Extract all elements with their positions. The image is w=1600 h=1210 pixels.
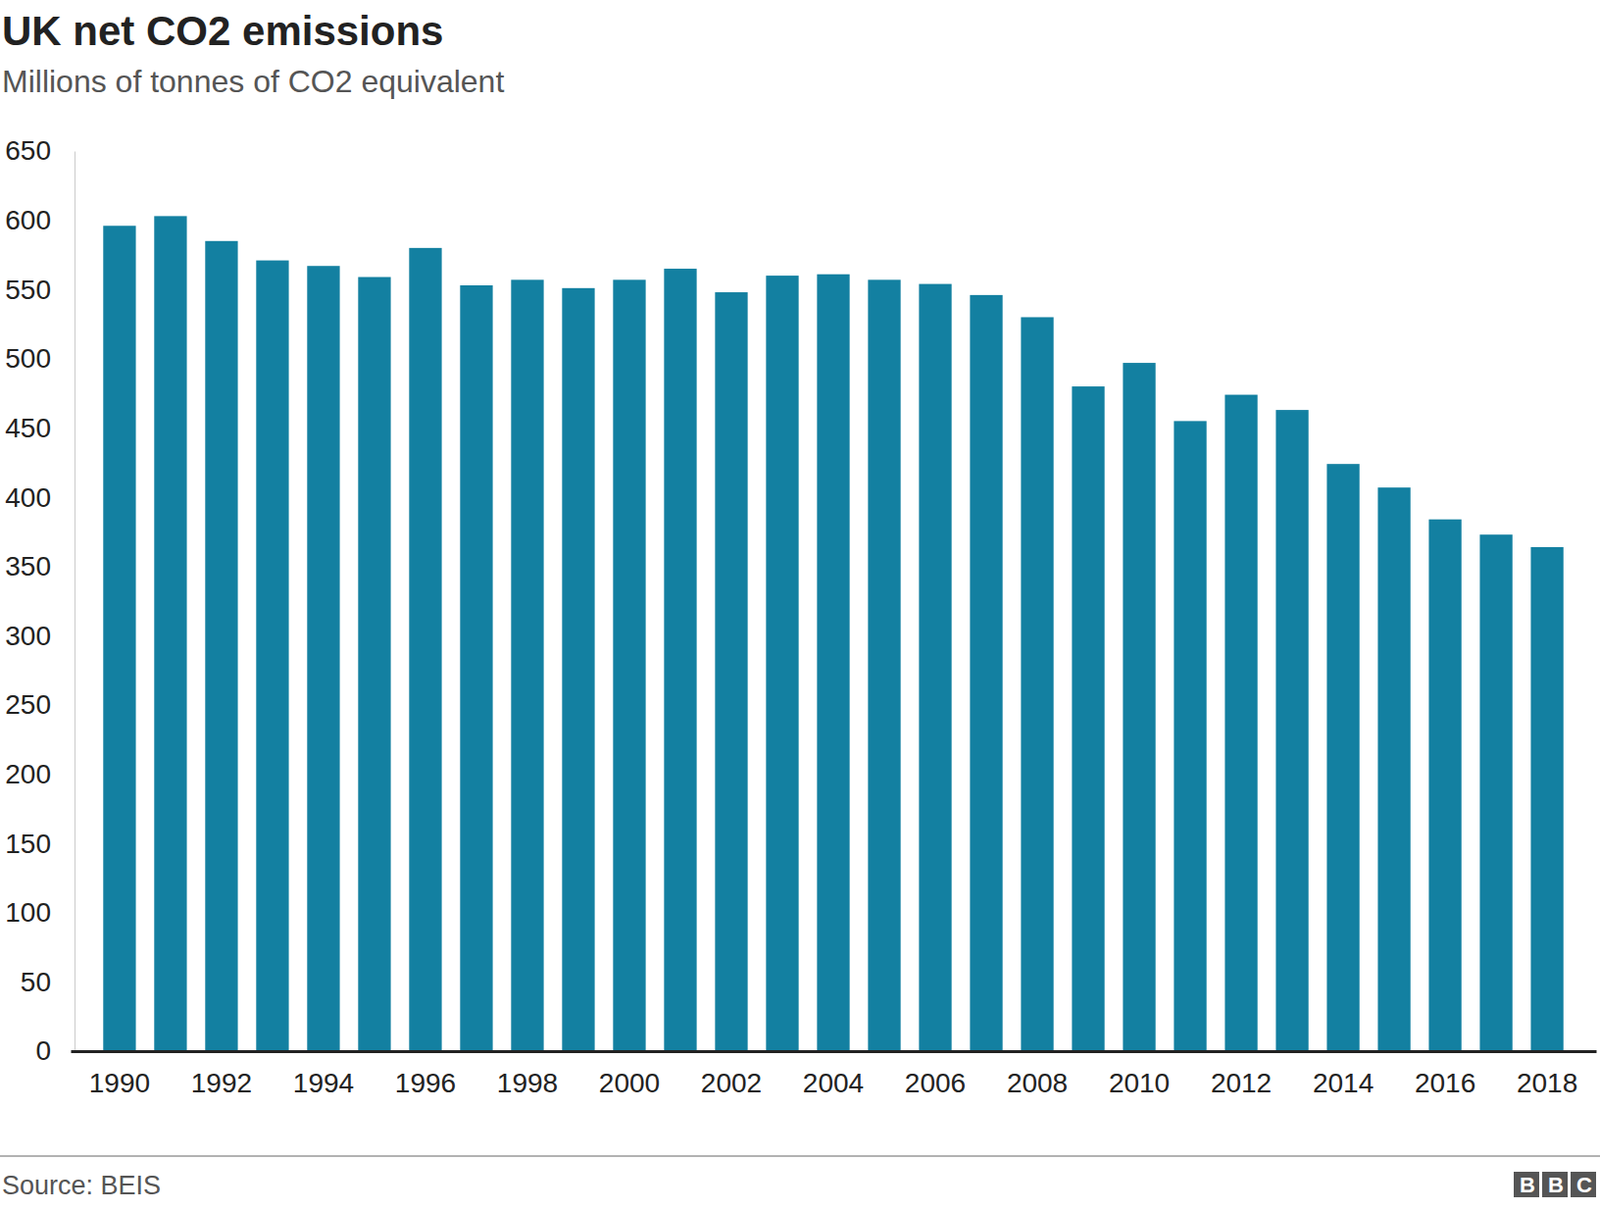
x-tick: 2004 <box>802 1050 864 1099</box>
bars <box>102 215 1563 1051</box>
bar <box>408 248 442 1051</box>
source: Source: BEIS <box>1 1170 161 1200</box>
y-tick-label: 0 <box>35 1035 51 1066</box>
x-tick: 2002 <box>700 1050 762 1099</box>
x-tick-label: 2010 <box>1108 1067 1170 1099</box>
bar <box>1071 386 1104 1051</box>
title: UK net CO2 emissions <box>1 7 444 54</box>
y-tick: 150 <box>4 828 75 859</box>
x-tick-label: 2016 <box>1414 1067 1476 1099</box>
y-axis: 0 50 100 150 200 250 300 350 400 450 500 550 600 650 <box>4 135 75 1066</box>
y-tick-label: 500 <box>4 343 51 374</box>
y-tick-label: 200 <box>4 758 51 790</box>
bar <box>714 292 748 1051</box>
bar <box>969 295 1002 1051</box>
chart: UK net CO2 emissions Millions of tonnes o… <box>0 0 1600 1210</box>
x-tick-label: 1996 <box>395 1067 456 1099</box>
y-tick: 650 <box>4 135 75 166</box>
y-tick-label: 250 <box>4 689 51 720</box>
x-axis-line <box>71 1050 1598 1053</box>
bar <box>561 288 595 1051</box>
x-tick-label: 2008 <box>1006 1067 1068 1099</box>
bar <box>357 277 391 1051</box>
x-tick: 2016 <box>1414 1050 1476 1099</box>
logo: BBC <box>1513 1171 1600 1198</box>
bar <box>867 279 900 1051</box>
bar <box>1020 316 1053 1051</box>
logo-text: BBC <box>1519 1172 1600 1198</box>
bar <box>1326 463 1359 1051</box>
y-tick-label: 100 <box>4 897 51 928</box>
bar <box>204 241 238 1051</box>
bar <box>1173 420 1206 1051</box>
x-tick-label: 2012 <box>1210 1067 1272 1099</box>
bar <box>510 279 544 1051</box>
y-tick-label: 550 <box>4 274 51 305</box>
x-tick: 2018 <box>1516 1050 1578 1099</box>
x-tick-label: 2002 <box>700 1067 762 1099</box>
y-tick: 450 <box>4 412 75 444</box>
bar <box>765 275 799 1051</box>
y-tick: 550 <box>4 274 75 305</box>
y-tick: 0 <box>35 1035 75 1066</box>
x-tick: 1998 <box>497 1050 558 1099</box>
bar <box>1275 409 1308 1051</box>
bar <box>459 285 493 1051</box>
bar <box>1377 487 1410 1051</box>
bar <box>1224 395 1257 1051</box>
bar <box>1479 534 1512 1051</box>
x-tick: 2010 <box>1108 1050 1170 1099</box>
subtitle: Millions of tonnes of CO2 equivalent <box>1 63 504 100</box>
x-tick-label: 1998 <box>497 1067 558 1099</box>
x-tick: 2008 <box>1006 1050 1068 1099</box>
y-tick: 350 <box>4 550 75 582</box>
x-tick: 1996 <box>395 1050 456 1099</box>
x-tick-label: 1994 <box>293 1067 354 1099</box>
y-tick: 250 <box>4 689 75 720</box>
bar <box>663 268 697 1051</box>
bar <box>306 265 340 1051</box>
x-tick: 1992 <box>191 1050 252 1099</box>
y-tick: 300 <box>4 620 75 651</box>
bar <box>612 279 646 1051</box>
bar <box>1122 362 1155 1051</box>
x-tick-label: 2018 <box>1516 1067 1578 1099</box>
y-tick: 500 <box>4 343 75 374</box>
x-tick: 2012 <box>1210 1050 1272 1099</box>
y-tick-label: 650 <box>4 135 51 166</box>
y-tick: 100 <box>4 897 75 928</box>
bar <box>255 260 289 1051</box>
x-tick-label: 2000 <box>599 1067 660 1099</box>
bar <box>816 274 850 1051</box>
x-tick-label: 2014 <box>1312 1067 1374 1099</box>
y-tick: 50 <box>20 966 75 998</box>
x-tick-label: 2004 <box>802 1067 864 1099</box>
x-tick-label: 1990 <box>89 1067 150 1099</box>
footer-rule <box>0 1154 1600 1157</box>
y-tick: 600 <box>4 204 75 236</box>
y-tick-label: 50 <box>20 966 51 998</box>
bar <box>918 284 951 1051</box>
y-tick-label: 150 <box>4 828 51 859</box>
x-tick: 2014 <box>1312 1050 1374 1099</box>
y-tick: 400 <box>4 482 75 513</box>
x-tick: 1994 <box>293 1050 354 1099</box>
y-tick-label: 300 <box>4 620 51 651</box>
bar <box>102 225 136 1051</box>
x-tick: 2006 <box>904 1050 966 1099</box>
bar <box>1530 547 1563 1051</box>
bar <box>1428 519 1461 1051</box>
y-tick-label: 350 <box>4 550 51 582</box>
x-tick: 2000 <box>599 1050 660 1099</box>
y-tick-label: 600 <box>4 204 51 236</box>
x-axis: 1990 1992 1994 1996 1998 2000 2002 2004 2006 2008… <box>71 1050 1598 1099</box>
y-axis-line <box>74 151 76 1052</box>
bar <box>153 215 187 1051</box>
y-tick-label: 450 <box>4 412 51 444</box>
x-tick-label: 1992 <box>191 1067 252 1099</box>
y-tick-label: 400 <box>4 482 51 513</box>
y-tick: 200 <box>4 758 75 790</box>
x-tick: 1990 <box>89 1050 150 1099</box>
x-tick-label: 2006 <box>904 1067 966 1099</box>
